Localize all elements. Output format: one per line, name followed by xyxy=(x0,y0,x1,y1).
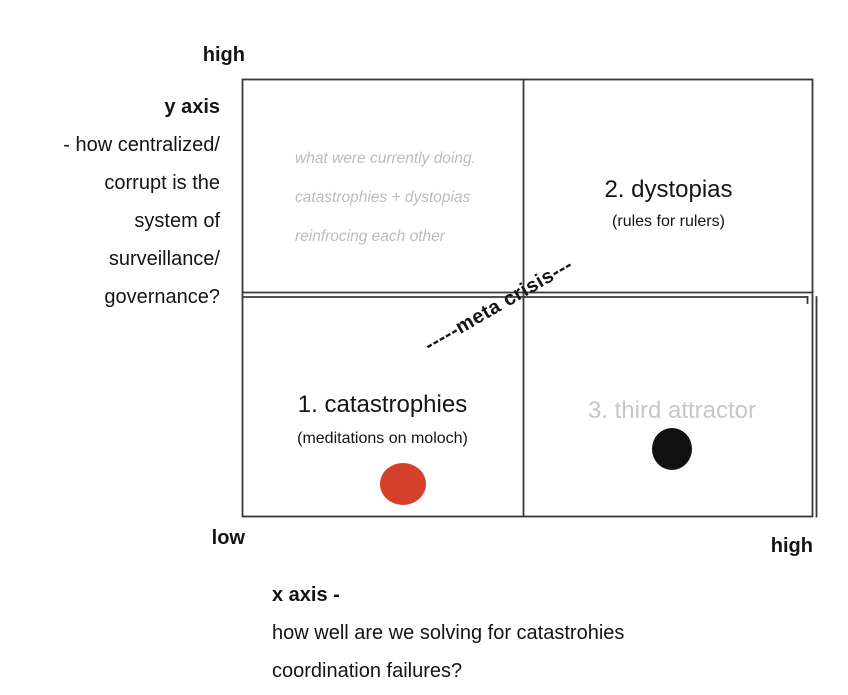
x-axis-question-line: coordination failures? xyxy=(272,660,463,682)
y-axis-question-line: - how centralized/ xyxy=(63,134,220,156)
third-attractor-title: 3. third attractor xyxy=(587,397,757,424)
dystopias-title: 2. dystopias xyxy=(604,176,733,203)
x-axis-label-block: x axis - how well are we solving for cat… xyxy=(272,576,624,690)
catastrophies-dot xyxy=(380,463,426,505)
third-attractor-dot xyxy=(652,428,692,470)
dystopias-subtitle: (rules for rulers) xyxy=(612,213,725,230)
note-line: what were currently doing. xyxy=(295,150,476,167)
y-axis-title: y axis xyxy=(164,96,220,118)
y-axis-label-block: y axis - how centralized/ corrupt is the… xyxy=(0,88,220,316)
x-axis-low-label: low xyxy=(211,527,245,549)
y-axis-question-line: governance? xyxy=(104,286,220,308)
x-axis-question-line: how well are we solving for catastrohies xyxy=(272,622,625,644)
current-state-note: what were currently doing. catastrophies… xyxy=(295,139,476,256)
x-axis-title: x axis - xyxy=(272,584,340,606)
note-line: catastrophies + dystopias xyxy=(295,189,471,206)
quadrant-grid xyxy=(241,78,818,518)
note-line: reinfrocing each other xyxy=(295,228,445,245)
y-axis-question-line: corrupt is the xyxy=(104,172,220,194)
y-axis-high-label: high xyxy=(202,44,245,66)
catastrophies-subtitle: (meditations on moloch) xyxy=(297,430,468,447)
catastrophies-title: 1. catastrophies xyxy=(297,391,468,418)
y-axis-question-line: surveillance/ xyxy=(108,248,220,270)
x-axis-high-label: high xyxy=(770,535,813,557)
y-axis-question-line: system of xyxy=(134,210,220,232)
outer-box xyxy=(241,78,814,518)
